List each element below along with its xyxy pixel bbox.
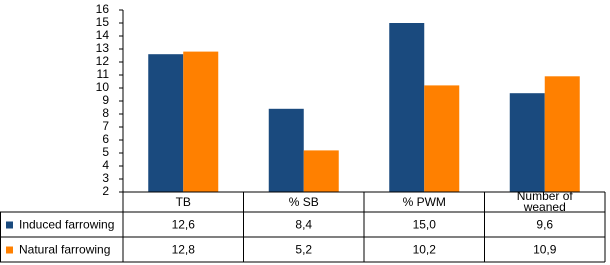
x-tick-label: % SB bbox=[288, 194, 319, 209]
y-tick-label: 10 bbox=[96, 80, 110, 94]
y-tick-label: 6 bbox=[102, 132, 109, 146]
y-tick-label: 8 bbox=[102, 106, 109, 120]
y-tick-label: 3 bbox=[102, 171, 109, 185]
category-cell: % SB bbox=[288, 194, 319, 209]
category-cell: % PWM bbox=[402, 194, 446, 209]
y-tick-label: 13 bbox=[96, 41, 110, 55]
legend-label: Natural farrowing bbox=[19, 243, 110, 257]
table-value: 5,2 bbox=[295, 243, 312, 257]
bar bbox=[148, 54, 184, 193]
y-tick-label: 12 bbox=[96, 54, 110, 68]
table-value: 10,2 bbox=[413, 243, 437, 257]
bar bbox=[303, 150, 339, 192]
y-tick-label: 11 bbox=[97, 67, 110, 81]
bar bbox=[268, 108, 304, 192]
y-tick-label: 9 bbox=[102, 93, 109, 107]
legend-swatch bbox=[6, 221, 13, 229]
y-tick-label: 15 bbox=[96, 15, 110, 29]
category-cell: Number of weaned bbox=[516, 192, 573, 212]
bar bbox=[183, 51, 219, 192]
table-value: 12,8 bbox=[172, 243, 196, 257]
legend-label: Induced farrowing bbox=[19, 218, 114, 232]
legend-swatch bbox=[6, 246, 13, 254]
table-value: 10,9 bbox=[533, 243, 557, 257]
bar bbox=[544, 76, 580, 192]
y-tick-label: 5 bbox=[102, 145, 109, 159]
x-tick-label: % PWM bbox=[402, 194, 446, 209]
bar bbox=[389, 23, 425, 192]
y-tick-label: 16 bbox=[96, 2, 110, 16]
bar bbox=[424, 85, 460, 192]
table-value: 15,0 bbox=[413, 218, 437, 232]
y-tick-label: 14 bbox=[96, 28, 110, 42]
y-tick-label: 2 bbox=[102, 184, 109, 198]
table-value: 8,4 bbox=[295, 218, 312, 232]
bar bbox=[509, 93, 545, 192]
category-cell: TB bbox=[175, 194, 191, 209]
table-value: 12,6 bbox=[172, 218, 196, 232]
x-tick-label: TB bbox=[175, 194, 191, 209]
y-tick-label: 7 bbox=[102, 119, 109, 133]
y-tick-label: 4 bbox=[102, 158, 109, 172]
table-value: 9,6 bbox=[536, 218, 553, 232]
x-tick-label: Number of weaned bbox=[516, 192, 573, 212]
